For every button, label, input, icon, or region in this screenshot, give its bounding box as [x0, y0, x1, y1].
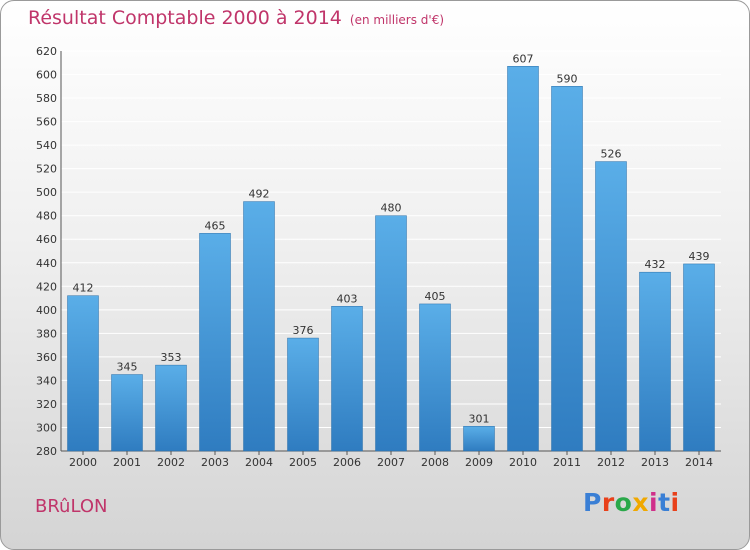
logo-letter: P — [583, 488, 602, 517]
x-tick-label: 2001 — [113, 456, 141, 469]
bar-value-label: 376 — [293, 324, 314, 337]
proxiti-logo: Proxiti — [583, 488, 680, 517]
bar-value-label: 301 — [469, 412, 490, 425]
bar — [243, 201, 275, 452]
y-tick-label: 300 — [36, 421, 57, 434]
bar — [155, 364, 187, 452]
bar — [111, 374, 143, 452]
y-tick-label: 400 — [36, 304, 57, 317]
x-tick-label: 2014 — [685, 456, 713, 469]
x-tick-label: 2003 — [201, 456, 229, 469]
bar — [507, 66, 539, 452]
y-tick-label: 440 — [36, 257, 57, 270]
bar-value-label: 345 — [117, 361, 138, 374]
y-tick-label: 360 — [36, 351, 57, 364]
commune-name: BRûLON — [35, 496, 108, 517]
y-tick-label: 380 — [36, 327, 57, 340]
bar — [639, 271, 671, 452]
y-tick-label: 320 — [36, 398, 57, 411]
bar — [683, 263, 715, 452]
y-tick-label: 420 — [36, 280, 57, 293]
x-tick-label: 2010 — [509, 456, 537, 469]
x-tick-label: 2011 — [553, 456, 581, 469]
x-tick-label: 2004 — [245, 456, 273, 469]
title-unit: (en milliers d'€) — [349, 13, 445, 27]
bar-value-label: 526 — [601, 148, 622, 161]
y-tick-label: 500 — [36, 186, 57, 199]
x-tick-label: 2007 — [377, 456, 405, 469]
title-text: Résultat Comptable 2000 à 2014 — [28, 7, 342, 29]
logo-letter: r — [601, 488, 615, 517]
bar — [551, 86, 583, 452]
bar-value-label: 353 — [161, 351, 182, 364]
bar-value-label: 403 — [337, 292, 358, 305]
x-tick-label: 2006 — [333, 456, 361, 469]
logo-letter: i — [670, 488, 680, 517]
y-tick-label: 460 — [36, 233, 57, 246]
bar-value-label: 412 — [73, 282, 94, 295]
x-tick-label: 2008 — [421, 456, 449, 469]
x-tick-label: 2013 — [641, 456, 669, 469]
logo-letter: o — [614, 488, 633, 517]
x-tick-label: 2002 — [157, 456, 185, 469]
bar-value-label: 465 — [205, 219, 226, 232]
y-tick-label: 280 — [36, 445, 57, 458]
y-tick-label: 540 — [36, 139, 57, 152]
logo-letter: i — [649, 488, 659, 517]
x-tick-label: 2009 — [465, 456, 493, 469]
logo-letter: x — [632, 488, 649, 517]
x-tick-label: 2005 — [289, 456, 317, 469]
y-tick-label: 620 — [36, 45, 57, 58]
y-tick-label: 520 — [36, 163, 57, 176]
bar-value-label: 590 — [557, 72, 578, 85]
bar-value-label: 480 — [381, 202, 402, 215]
bar — [67, 295, 99, 452]
bar-value-label: 607 — [513, 52, 534, 65]
y-tick-label: 560 — [36, 116, 57, 129]
logo-letter: t — [658, 488, 671, 517]
bar — [287, 337, 319, 452]
bar-value-label: 405 — [425, 290, 446, 303]
chart-title: Résultat Comptable 2000 à 2014 (en millie… — [28, 7, 444, 29]
y-tick-label: 600 — [36, 69, 57, 82]
y-tick-label: 340 — [36, 374, 57, 387]
x-tick-label: 2012 — [597, 456, 625, 469]
bar — [419, 303, 451, 452]
bar-value-label: 492 — [249, 188, 270, 201]
bar — [595, 161, 627, 452]
bar-value-label: 439 — [689, 250, 710, 263]
y-tick-label: 580 — [36, 92, 57, 105]
y-tick-label: 480 — [36, 210, 57, 223]
bar — [199, 233, 231, 452]
bar — [463, 426, 495, 452]
x-tick-label: 2000 — [69, 456, 97, 469]
bar — [331, 306, 363, 452]
bar-value-label: 432 — [645, 258, 666, 271]
bar — [375, 215, 407, 452]
